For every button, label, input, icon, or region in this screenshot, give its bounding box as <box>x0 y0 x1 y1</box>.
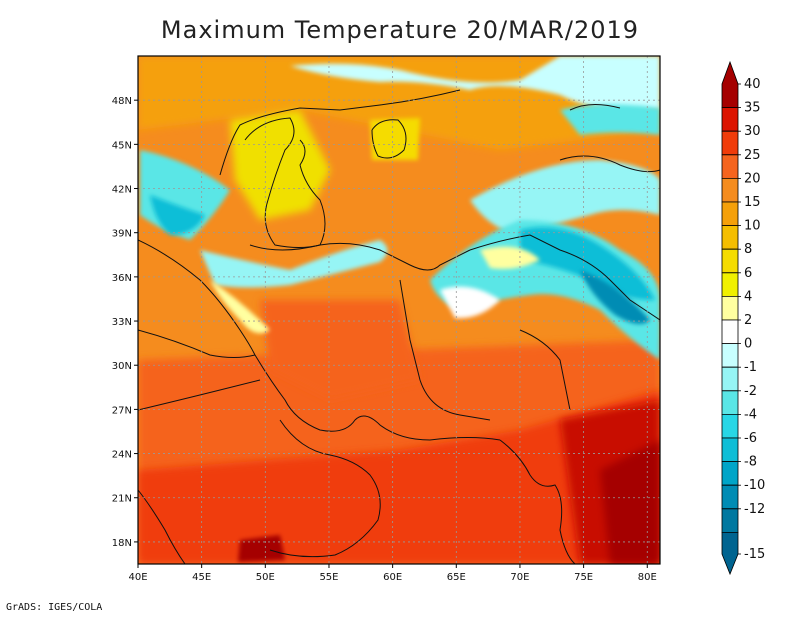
colorbar-swatch <box>721 414 739 439</box>
colorbar-label: 40 <box>744 77 761 92</box>
colorbar-swatch <box>721 343 739 368</box>
footer-credit: GrADS: IGES/COLA <box>6 602 103 613</box>
lat-tick-label: 27N <box>112 405 132 416</box>
colorbar-label: 15 <box>744 195 761 210</box>
lat-tick-label: 42N <box>112 185 132 196</box>
colorbar-label: 10 <box>744 219 761 234</box>
lon-tick-label: 40E <box>128 572 147 583</box>
colorbar-swatch <box>721 225 739 250</box>
longitude-labels: 40E 45E 50E 55E 60E 65E 70E 75E 80E <box>128 564 657 583</box>
colorbar-label: -8 <box>744 455 757 470</box>
colorbar-label: -15 <box>744 547 765 562</box>
colorbar-label: 35 <box>744 101 761 116</box>
colorbar-swatch <box>721 248 739 274</box>
colorbar-label: 0 <box>744 337 752 352</box>
colorbar-swatch <box>721 461 739 486</box>
lat-tick-label: 24N <box>112 450 132 461</box>
colorbar-label: 2 <box>744 313 752 328</box>
lon-tick-label: 80E <box>638 572 657 583</box>
colorbar-swatch <box>721 366 739 392</box>
lat-tick-label: 48N <box>112 96 132 107</box>
colorbar-label: -6 <box>744 431 757 446</box>
colorbar-swatch <box>721 437 739 462</box>
colorbar-swatch <box>721 319 739 344</box>
colorbar-label: -4 <box>744 407 757 422</box>
colorbar-swatch <box>721 296 739 321</box>
colorbar-swatch <box>721 390 739 415</box>
temperature-field <box>138 56 660 564</box>
lat-tick-label: 33N <box>112 317 132 328</box>
colorbar-label: 25 <box>744 148 761 163</box>
colorbar-swatch <box>721 107 739 132</box>
colorbar-swatch <box>721 178 739 203</box>
colorbar-swatch <box>721 60 739 108</box>
colorbar-label: -1 <box>744 360 757 375</box>
borders <box>138 89 660 564</box>
colorbar-label: -10 <box>744 478 765 493</box>
lat-tick-label: 36N <box>112 273 132 284</box>
lon-tick-label: 55E <box>319 572 338 583</box>
lon-tick-label: 50E <box>256 572 275 583</box>
colorbar-swatch <box>721 154 739 179</box>
colorbar-label: 30 <box>744 124 761 139</box>
lat-tick-label: 39N <box>112 229 132 240</box>
colorbar-label: -2 <box>744 384 757 399</box>
graticule <box>138 56 660 564</box>
colorbar-label: 4 <box>744 289 752 304</box>
colorbar-swatch <box>721 532 739 576</box>
colorbar-label: -12 <box>744 502 765 517</box>
colorbar-label: 20 <box>744 171 761 186</box>
lat-tick-label: 21N <box>112 494 132 505</box>
colorbar-swatch <box>721 484 739 510</box>
colorbar-swatch <box>721 508 739 533</box>
lon-tick-label: 45E <box>192 572 211 583</box>
lon-tick-label: 60E <box>383 572 402 583</box>
colorbar-swatch <box>721 272 739 297</box>
lat-tick-label: 45N <box>112 140 132 151</box>
lat-tick-label: 18N <box>112 538 132 549</box>
colorbar-label: 6 <box>744 266 752 281</box>
map-frame <box>137 55 661 565</box>
latitude-labels: 18N 21N 24N 27N 30N 33N 36N 39N 42N 45N 48N <box>112 96 138 549</box>
colorbar-swatch <box>721 201 739 226</box>
lon-tick-label: 75E <box>574 572 593 583</box>
colorbar-swatch <box>721 130 739 156</box>
lon-tick-label: 70E <box>510 572 529 583</box>
map-title: Maximum Temperature 20/MAR/2019 <box>160 16 640 44</box>
lat-tick-label: 30N <box>112 361 132 372</box>
lon-tick-label: 65E <box>447 572 466 583</box>
colorbar-label: 8 <box>744 242 752 257</box>
